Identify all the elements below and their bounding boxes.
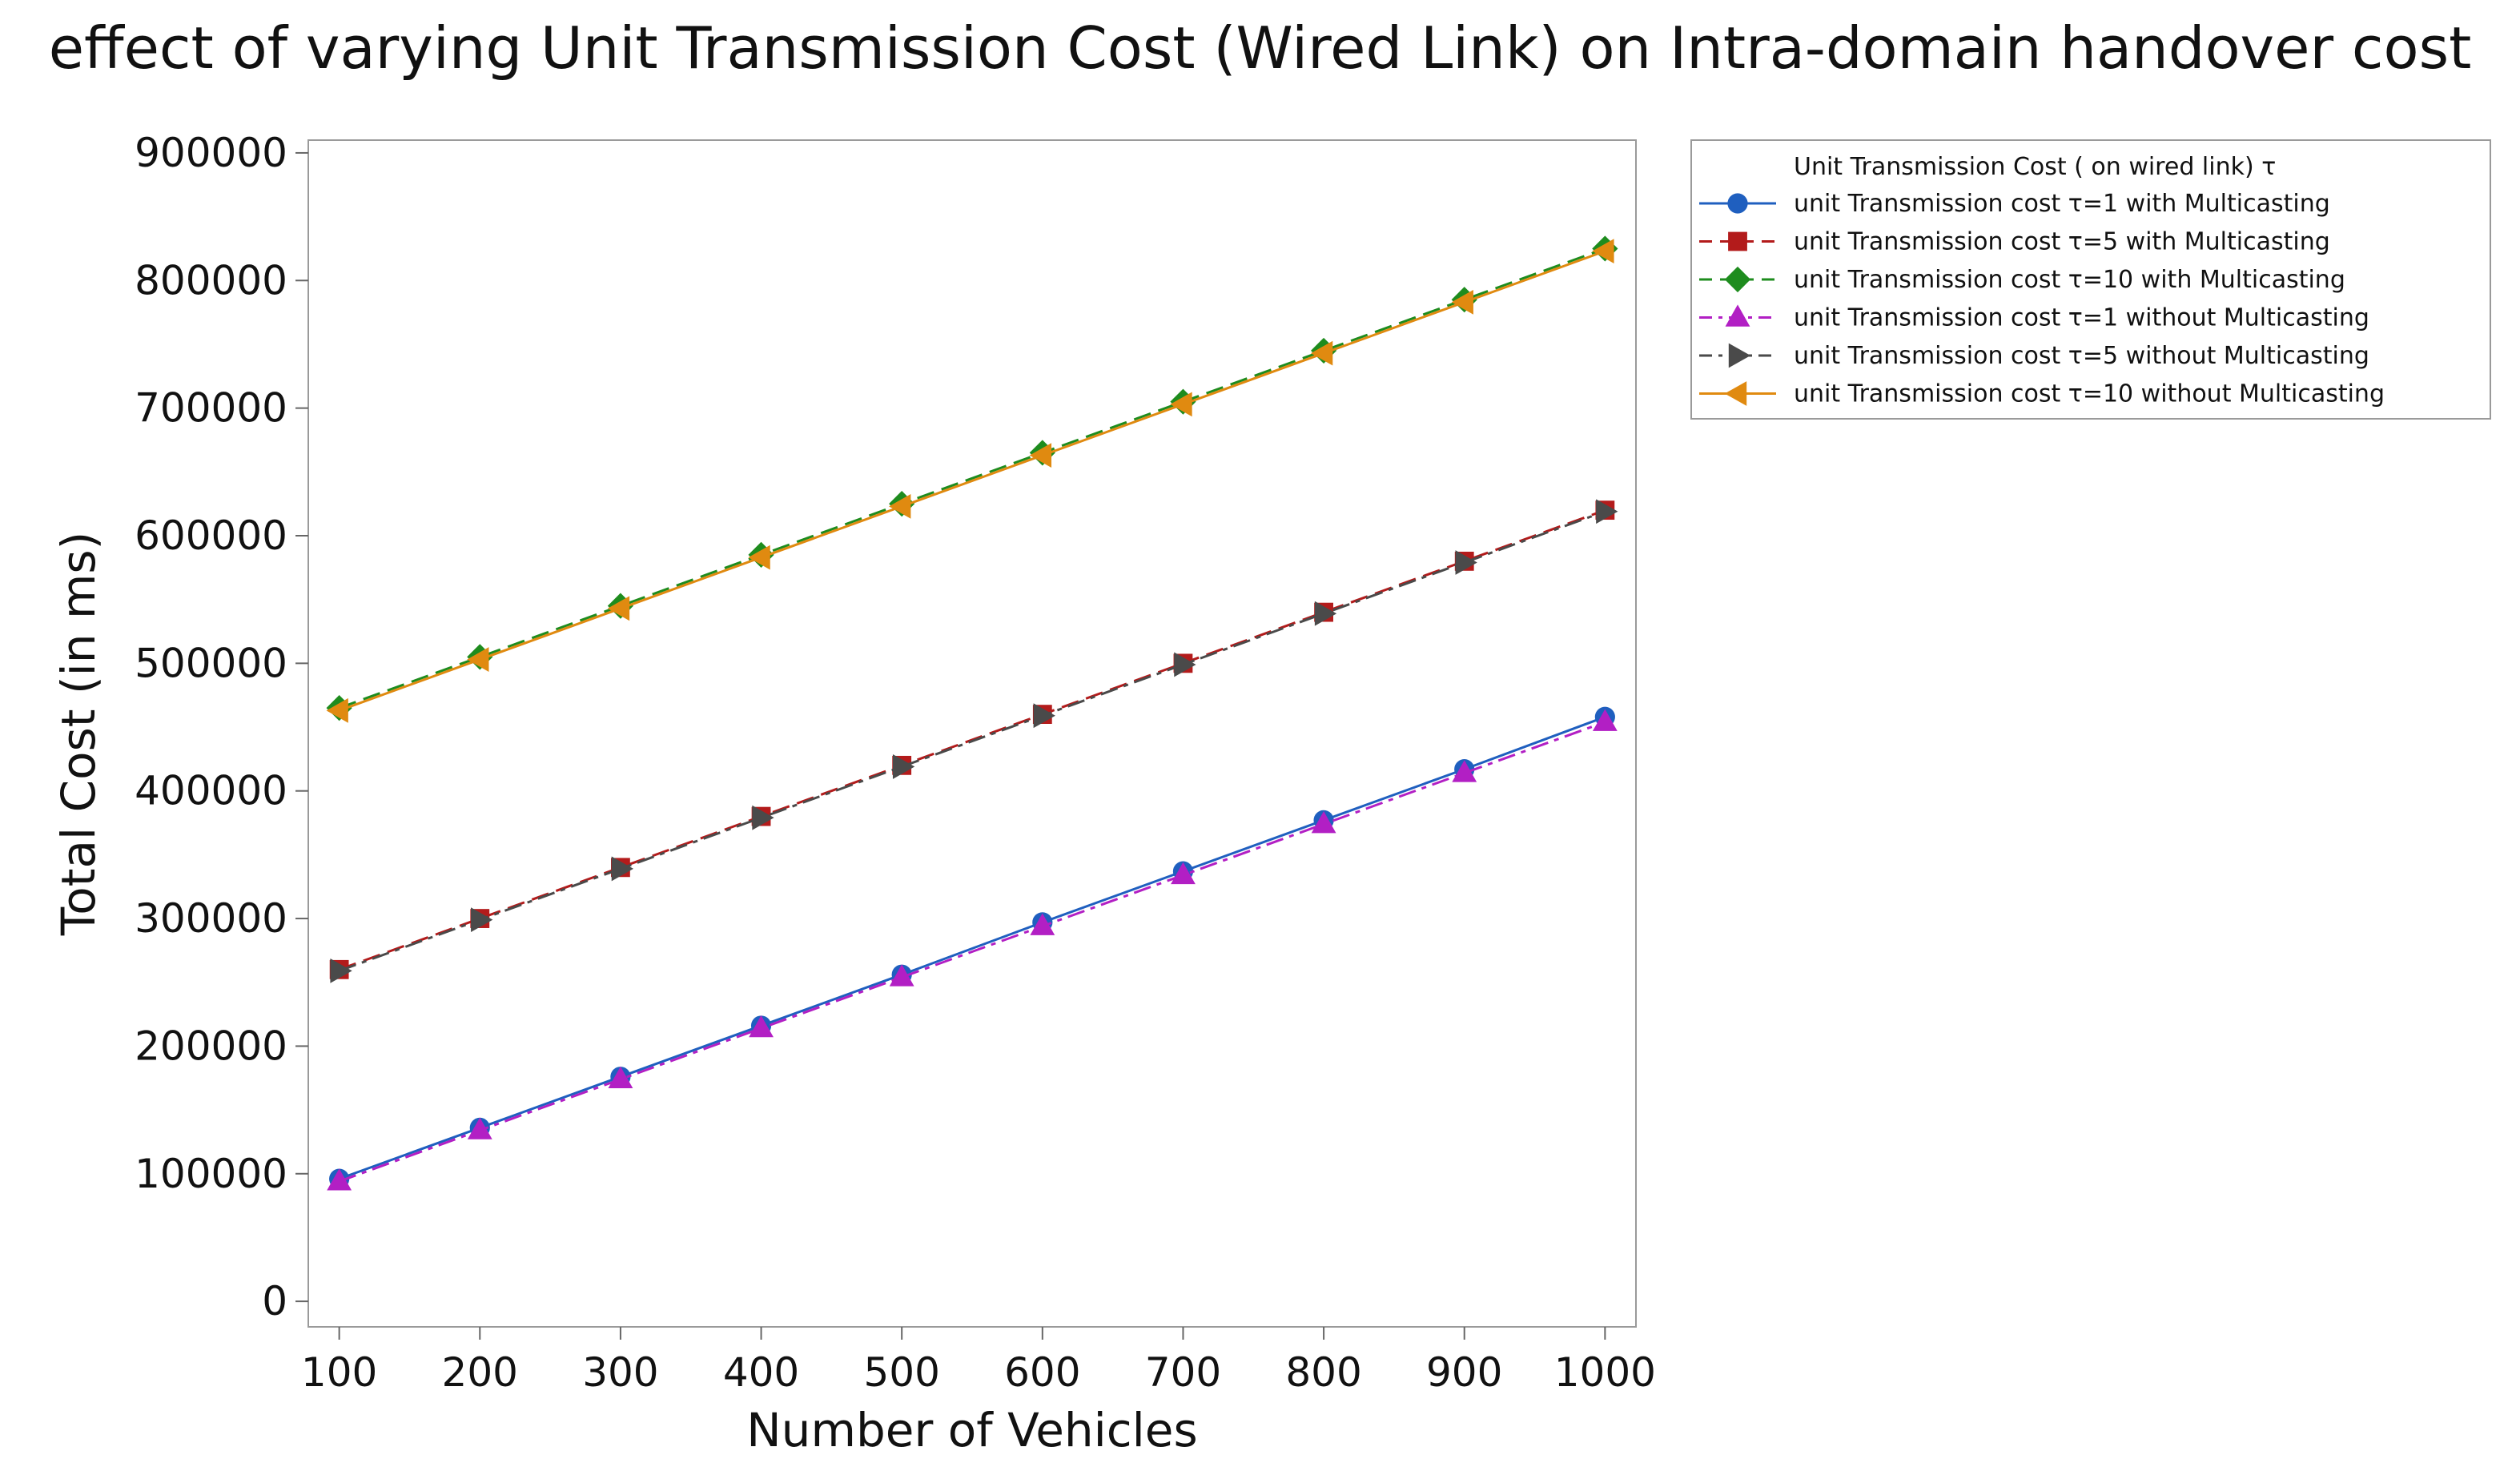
data-point-series-4: [889, 964, 914, 987]
data-point-series-5: [1033, 703, 1055, 729]
data-point-series-5: [471, 907, 493, 933]
data-point-series-4: [467, 1117, 492, 1139]
x-tick-label: 200: [442, 1349, 518, 1396]
data-point-series-6: [326, 697, 348, 723]
legend-label-1: unit Transmission cost τ=1 with Multicas…: [1794, 190, 2330, 218]
data-point-series-4: [327, 1168, 352, 1191]
legend-label-2: unit Transmission cost τ=5 with Multicas…: [1794, 228, 2330, 256]
legend-marker-4: [1725, 304, 1750, 327]
x-tick-label: 600: [1004, 1349, 1080, 1396]
data-point-series-6: [1310, 340, 1333, 366]
legend-label-5: unit Transmission cost τ=5 without Multi…: [1794, 342, 2369, 370]
legend-marker-5: [1728, 343, 1751, 368]
x-tick-label: 1000: [1554, 1349, 1656, 1396]
data-point-series-5: [752, 805, 774, 830]
y-tick-label: 700000: [135, 385, 287, 432]
data-point-series-4: [1452, 760, 1477, 782]
y-tick-label: 800000: [135, 257, 287, 303]
x-tick-label: 400: [723, 1349, 799, 1396]
data-point-series-6: [889, 493, 911, 519]
x-tick-label: 900: [1426, 1349, 1502, 1396]
y-tick-label: 200000: [135, 1023, 287, 1069]
series-line-4: [339, 721, 1606, 1183]
plot-frame: [307, 139, 1637, 1328]
chart-title: effect of varying Unit Transmission Cost…: [48, 14, 2472, 82]
legend-marker-3: [1724, 266, 1751, 293]
y-axis-title: Total Cost (in ms): [51, 532, 106, 937]
data-point-series-4: [608, 1066, 633, 1089]
y-tick-label: 600000: [135, 512, 287, 559]
data-point-series-5: [1174, 652, 1196, 677]
x-tick-label: 500: [863, 1349, 939, 1396]
x-tick-label: 800: [1285, 1349, 1361, 1396]
data-point-series-4: [749, 1015, 774, 1038]
data-point-series-6: [1451, 289, 1473, 315]
y-tick-label: 900000: [135, 130, 287, 176]
data-point-series-6: [1592, 239, 1614, 264]
legend-label-3: unit Transmission cost τ=10 with Multica…: [1794, 266, 2345, 294]
x-axis-title: Number of Vehicles: [746, 1403, 1197, 1457]
data-point-series-5: [1596, 499, 1618, 524]
data-point-series-5: [1455, 550, 1477, 575]
legend-label-4: unit Transmission cost τ=1 without Multi…: [1794, 304, 2369, 332]
data-point-series-5: [330, 959, 352, 983]
y-tick-label: 500000: [135, 640, 287, 686]
x-tick-label: 100: [301, 1349, 377, 1396]
series-line-5: [339, 510, 1606, 972]
data-point-series-4: [1592, 709, 1618, 731]
data-point-series-5: [611, 856, 634, 882]
legend-marker-6: [1724, 381, 1747, 406]
data-point-series-5: [892, 754, 915, 779]
data-point-series-4: [1030, 913, 1055, 935]
legend-title: Unit Transmission Cost ( on wired link) …: [1794, 153, 2276, 181]
y-tick-label: 100000: [135, 1151, 287, 1197]
y-tick-label: 400000: [135, 768, 287, 814]
legend-box: [1690, 139, 2491, 420]
series-line-3: [339, 247, 1606, 709]
series-line-6: [339, 250, 1606, 712]
data-point-series-6: [467, 647, 489, 672]
data-point-series-4: [1311, 811, 1336, 834]
legend-marker-1: [1727, 193, 1748, 214]
y-tick-label: 300000: [135, 895, 287, 942]
series-line-1: [339, 715, 1606, 1180]
legend-marker-2: [1728, 231, 1747, 251]
y-tick-label: 0: [262, 1278, 287, 1324]
data-point-series-6: [1029, 443, 1052, 468]
x-tick-label: 300: [582, 1349, 658, 1396]
x-tick-label: 700: [1145, 1349, 1221, 1396]
data-point-series-5: [1314, 601, 1337, 626]
data-point-series-6: [1170, 392, 1192, 417]
data-point-series-4: [1171, 862, 1196, 885]
legend-label-6: unit Transmission cost τ=10 without Mult…: [1794, 380, 2385, 408]
data-point-series-6: [607, 596, 630, 621]
data-point-series-6: [748, 545, 770, 570]
